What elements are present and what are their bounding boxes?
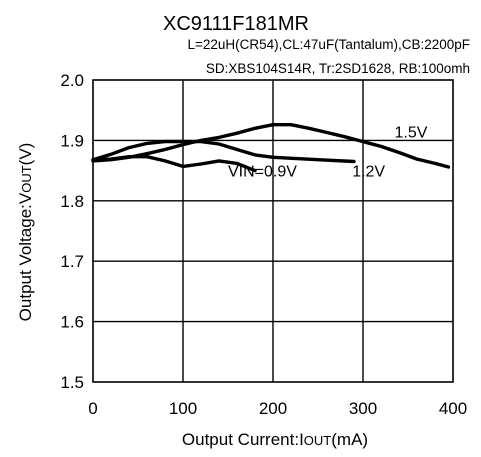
y-tick-label: 1.7 (60, 252, 84, 271)
plot-frame (92, 79, 454, 383)
y-tick-label: 2.0 (60, 71, 84, 90)
y-axis-label: Output Voltage:VOUT(V) (16, 143, 35, 322)
series-line-1 (91, 139, 356, 164)
y-tick-label: 1.8 (60, 192, 84, 211)
grid-layer (93, 80, 453, 382)
annotation-layer: 1.5V 1.2V VIN=0.9V (228, 124, 428, 180)
x-axis-label-subscript: OUT (304, 433, 332, 448)
x-axis-label-unit: (mA) (331, 430, 368, 449)
y-axis-label-subscript: OUT (19, 165, 34, 193)
x-tick-label: 200 (259, 399, 287, 418)
y-tick-label: 1.5 (60, 373, 84, 392)
y-tick-label: 1.6 (60, 313, 84, 332)
chart-subtitle-line-2: SD:XBS104S14R, Tr:2SD1628, RB:100omh (206, 61, 470, 76)
tick-label-layer: 0 100 200 300 400 1.5 1.6 1.7 1.8 1.9 2.0 (60, 71, 467, 418)
x-axis-label-main: Output Current:I (182, 430, 304, 449)
chart-subtitle-line-1: L=22uH(CR54),CL:47uF(Tantalum),CB:2200pF (187, 37, 470, 52)
y-tick-label: 1.9 (60, 131, 84, 150)
x-tick-label: 100 (169, 399, 197, 418)
x-tick-label: 400 (439, 399, 467, 418)
x-tick-label: 300 (349, 399, 377, 418)
x-tick-label: 0 (88, 399, 97, 418)
chart-title: XC9111F181MR (163, 13, 309, 35)
series-line-2 (91, 122, 451, 169)
series-annotation-0: 1.5V (395, 124, 428, 141)
x-axis-label: Output Current:IOUT(mA) (182, 430, 368, 449)
series-annotation-1: 1.2V (352, 164, 385, 181)
series-layer (91, 122, 451, 173)
series-annotation-2: VIN=0.9V (228, 164, 297, 181)
y-axis-label-unit: (V) (16, 143, 35, 166)
y-axis-label-main: Output Voltage:V (16, 192, 35, 321)
